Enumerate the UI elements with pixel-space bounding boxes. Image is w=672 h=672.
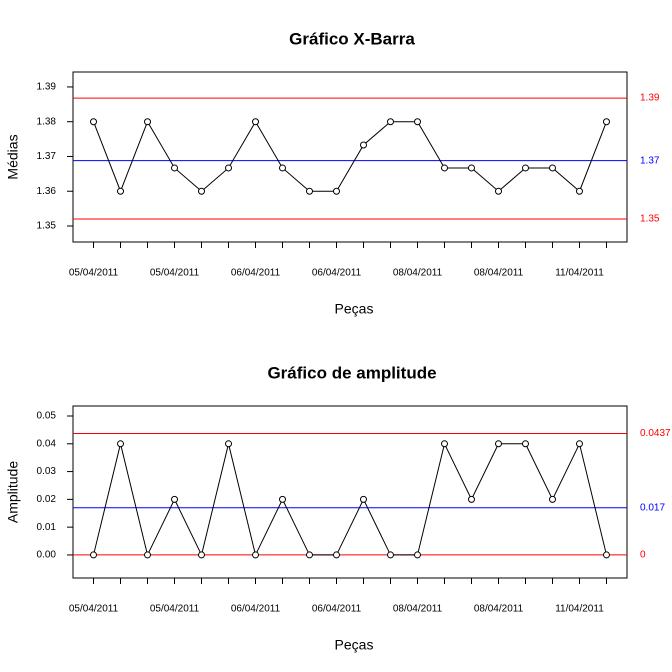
x-tick-label: 08/04/2011 (474, 268, 524, 279)
data-point (467, 495, 475, 503)
plot-frame (72, 405, 628, 579)
y-tick-label: 0.00 (37, 550, 57, 561)
series-line (93, 120, 607, 193)
data-point (117, 440, 125, 448)
y-axis-title: Médias (5, 134, 21, 179)
y-tick-label: 1.37 (37, 151, 57, 162)
data-point (386, 118, 394, 126)
y-tick-label: 0.01 (37, 522, 57, 533)
data-point (144, 118, 152, 126)
data-point (413, 118, 421, 126)
y-tick-label: 1.38 (37, 116, 57, 127)
data-point (279, 164, 287, 172)
control-line-label: 0.017 (640, 502, 665, 513)
data-point (467, 164, 475, 172)
data-point (548, 164, 556, 172)
data-point (359, 141, 367, 149)
data-point (90, 118, 98, 126)
y-tick-label: 1.36 (37, 186, 57, 197)
y-tick-label: 0.04 (37, 438, 57, 449)
data-point (252, 551, 260, 559)
data-point (494, 440, 502, 448)
control-line-label: 0.0437 (640, 428, 671, 439)
x-tick-label: 05/04/2011 (150, 604, 200, 615)
x-tick-label: 05/04/2011 (69, 268, 119, 279)
series-line (93, 442, 607, 557)
data-point (144, 551, 152, 559)
y-tick-label: 0.03 (37, 466, 57, 477)
data-point (198, 187, 206, 195)
data-point (225, 440, 233, 448)
x-tick-label: 08/04/2011 (393, 604, 443, 615)
data-point (279, 495, 287, 503)
control-line-label: 0 (640, 550, 646, 561)
data-point (413, 551, 421, 559)
control-line-label: 1.35 (640, 214, 660, 225)
data-point (440, 164, 448, 172)
x-tick-label: 06/04/2011 (312, 268, 362, 279)
data-point (306, 551, 314, 559)
data-point (521, 440, 529, 448)
data-point (359, 495, 367, 503)
data-point (252, 118, 260, 126)
x-tick-label: 11/04/2011 (555, 604, 604, 615)
x-tick-label: 06/04/2011 (312, 604, 362, 615)
data-point (171, 495, 179, 503)
data-point (575, 187, 583, 195)
x-axis-title: Peças (335, 301, 374, 317)
data-point (548, 495, 556, 503)
y-tick-label: 1.39 (37, 82, 57, 93)
y-tick-label: 0.02 (37, 494, 57, 505)
data-point (198, 551, 206, 559)
x-tick-label: 05/04/2011 (69, 604, 119, 615)
control-line-label: 1.37 (640, 155, 660, 166)
y-tick-label: 1.35 (37, 221, 57, 232)
y-tick-label: 0.05 (37, 411, 57, 422)
data-point (521, 164, 529, 172)
x-tick-label: 06/04/2011 (231, 604, 281, 615)
data-point (117, 187, 125, 195)
x-tick-label: 06/04/2011 (231, 268, 281, 279)
chart-title: Gráfico de amplitude (267, 363, 436, 382)
x-tick-label: 11/04/2011 (555, 268, 604, 279)
plot-frame (72, 71, 628, 243)
data-point (306, 187, 314, 195)
data-point (602, 118, 610, 126)
data-point (333, 187, 341, 195)
x-axis-title: Peças (335, 637, 374, 653)
x-tick-label: 08/04/2011 (474, 604, 524, 615)
data-point (494, 187, 502, 195)
data-point (575, 440, 583, 448)
data-point (602, 551, 610, 559)
data-point (440, 440, 448, 448)
data-point (225, 164, 233, 172)
data-point (386, 551, 394, 559)
x-tick-label: 05/04/2011 (150, 268, 200, 279)
y-axis-title: Amplitude (5, 461, 21, 523)
data-point (90, 551, 98, 559)
data-point (171, 164, 179, 172)
data-point (333, 551, 341, 559)
x-tick-label: 08/04/2011 (393, 268, 443, 279)
control-line-label: 1.39 (640, 93, 660, 104)
chart-title: Gráfico X-Barra (289, 29, 415, 48)
